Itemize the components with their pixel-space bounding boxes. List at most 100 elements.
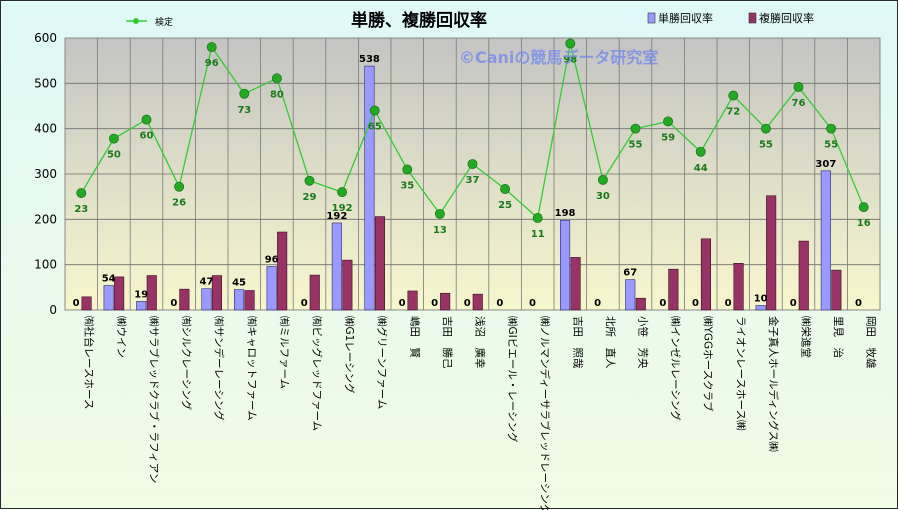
bar-win (234, 289, 245, 311)
legend-line-marker (133, 18, 139, 24)
x-tick-label: ㈱ウイン (115, 316, 127, 358)
data-label-line: 96 (205, 58, 219, 69)
legend-label-line: 検定 (155, 16, 173, 28)
x-tick-label: 岡田 牧雄 (865, 316, 878, 369)
line-point (369, 105, 380, 116)
data-label-line: 59 (661, 132, 675, 143)
bar-place (179, 288, 190, 311)
data-label-win: 10 (754, 293, 768, 304)
bar-win (266, 266, 277, 311)
data-label-line: 29 (303, 192, 317, 203)
legend-label-place: 複勝回収率 (759, 11, 814, 25)
line-point (467, 159, 478, 169)
data-label-line: 76 (792, 98, 806, 109)
data-label-win: 0 (692, 298, 699, 309)
legend-swatch-win (647, 12, 656, 24)
line-point (434, 208, 445, 219)
bar-win (103, 285, 114, 311)
line-series (76, 38, 869, 223)
x-tick-label: 金子真人ホールディングス㈱ (767, 316, 780, 452)
bar-place (766, 195, 777, 311)
line-point (206, 42, 217, 53)
line-point (304, 175, 315, 186)
line-point (402, 164, 413, 175)
data-label-win: 0 (73, 298, 80, 309)
data-label-win: 0 (855, 298, 862, 309)
chart-title: 単勝、複勝回収率 (351, 10, 487, 31)
x-tick-label: ㈱YGGホースクラブ (702, 316, 715, 412)
data-label-win: 0 (464, 298, 471, 309)
line-point (532, 213, 543, 223)
line-point (858, 202, 869, 213)
bar-win (625, 279, 636, 311)
legend: 検定 単勝回収率 複勝回収率 (126, 11, 814, 28)
data-label-line: 192 (332, 203, 353, 214)
x-tick-label: ㈲キャロットファーム (245, 316, 257, 421)
legend-item-win: 単勝回収率 (647, 11, 713, 25)
bar-place (374, 216, 386, 311)
x-tick-label: ㈲シルクレーシング (180, 316, 193, 411)
data-label-line: 65 (368, 122, 382, 133)
data-label-line: 11 (531, 229, 545, 240)
bar-place (700, 238, 712, 311)
bar-place (407, 290, 418, 311)
data-label-line: 13 (433, 225, 447, 236)
bar-place (146, 275, 157, 311)
line-point (500, 184, 511, 194)
data-label-win: 0 (790, 298, 797, 309)
line-point (663, 116, 674, 127)
data-label-win: 0 (529, 298, 536, 309)
bar-place (570, 257, 581, 311)
line-point (76, 188, 87, 198)
bars (81, 65, 842, 311)
x-tick-label: 吉田 勝己 (441, 316, 454, 369)
line-point (565, 38, 576, 49)
data-label-line: 50 (107, 150, 121, 161)
y-tick-label: 300 (34, 167, 57, 181)
y-tick-label: 400 (34, 122, 57, 136)
bar-place (114, 276, 125, 311)
x-tick-label: ㈲サンデーレーシング (213, 316, 226, 421)
data-label-win: 67 (623, 268, 637, 279)
x-tick-label: 吉田 照哉 (571, 316, 584, 369)
x-tick-label: ㈲ビッグレッドファーム (311, 316, 324, 431)
bar-place (440, 292, 451, 311)
data-label-line: 55 (759, 140, 773, 151)
data-label-line: 16 (857, 218, 871, 229)
legend-label-win: 単勝回収率 (658, 11, 713, 25)
bar-win (201, 288, 212, 311)
line-point (695, 146, 706, 157)
data-labels: 0 54 19 0 47 45 96 0 192 538 0 0 0 0 0 198 0 67 0 0 0 10 0 307 0… (73, 54, 871, 309)
data-label-line: 37 (466, 175, 480, 186)
line-point (108, 133, 119, 144)
data-label-line: 72 (726, 107, 740, 118)
data-label-win: 192 (326, 211, 347, 222)
x-tick-label: 浅沼 廣幸 (474, 316, 487, 369)
bar-win (559, 219, 571, 311)
data-label-win: 0 (170, 298, 177, 309)
bar-place (668, 268, 679, 311)
data-label-line: 55 (629, 140, 643, 151)
line-point (760, 123, 771, 134)
x-tick-label: ㈱G1レーシング (343, 316, 356, 394)
data-label-win: 19 (134, 289, 148, 300)
line-point (630, 123, 641, 134)
bar-place (81, 296, 92, 311)
data-label-win: 307 (815, 159, 836, 170)
data-label-line: 26 (172, 198, 186, 209)
y-axis: 0 100 200 300 400 500 600 (34, 31, 57, 317)
line-point (337, 187, 348, 198)
data-label-line: 25 (498, 200, 512, 211)
bar-place (277, 231, 288, 311)
x-axis: ㈲社台レースホース ㈱ウイン ㈱サラブレッドクラブ・ラフィアン ㈲シルクレーシング ㈲サ… (82, 316, 877, 510)
data-label-win: 45 (232, 278, 246, 289)
bar-win (364, 65, 375, 311)
bar-win (136, 301, 147, 311)
bar-win (820, 170, 831, 311)
gridlines (65, 38, 880, 310)
line-point (826, 123, 837, 134)
y-tick-label: 0 (49, 303, 57, 317)
line-point (239, 88, 250, 99)
data-label-line: 55 (824, 140, 838, 151)
